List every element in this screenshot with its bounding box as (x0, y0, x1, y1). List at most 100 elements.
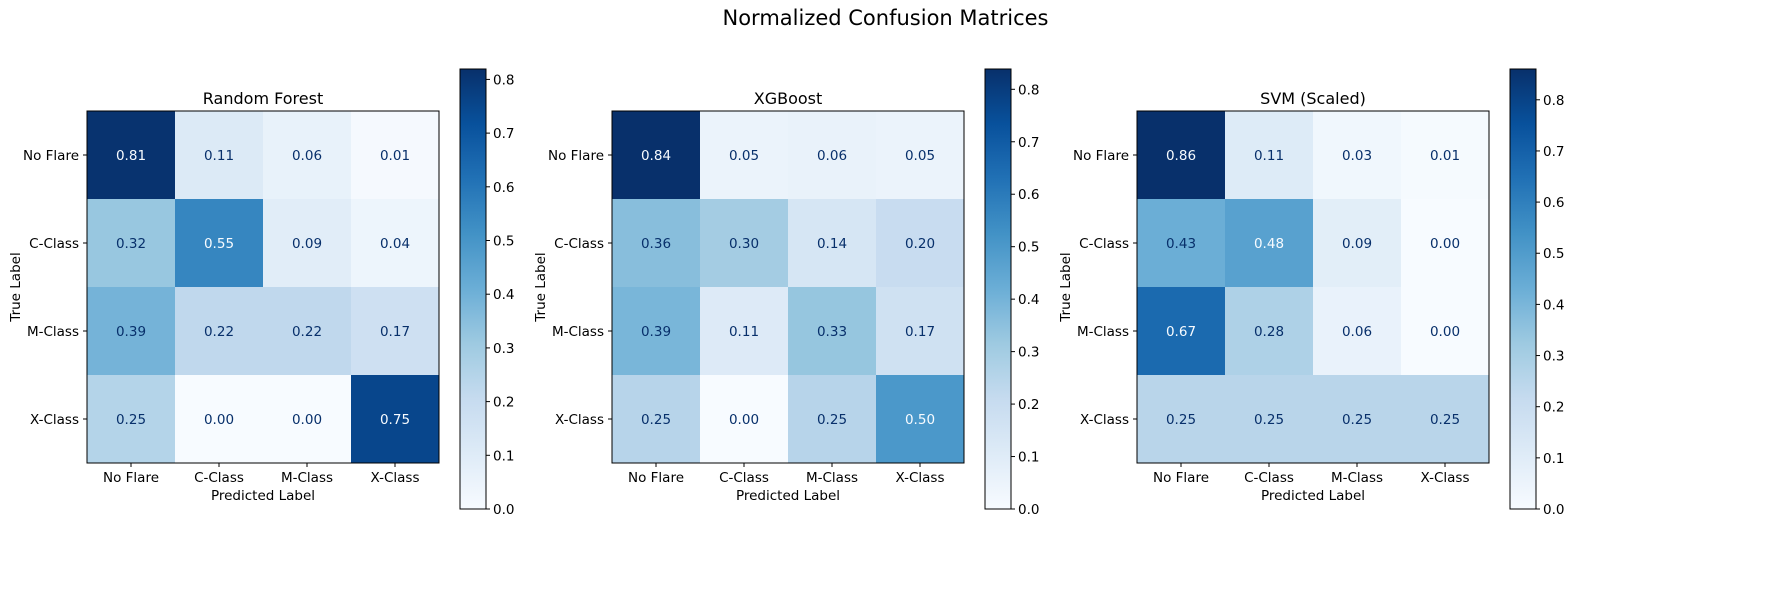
cell-value-label: 0.00 (1430, 236, 1460, 252)
panel-title: SVM (Scaled) (1260, 89, 1366, 108)
heatmap-cell (1313, 111, 1402, 200)
cell-value-label: 0.04 (380, 236, 410, 252)
heatmap-cell (788, 199, 877, 288)
cell-value-label: 0.25 (1430, 412, 1460, 428)
heatmap-cell (876, 111, 965, 200)
cell-value-label: 0.39 (641, 324, 671, 340)
cell-value-label: 0.09 (292, 236, 322, 252)
cell-value-label: 0.00 (204, 412, 234, 428)
colorbar-tick-label: 0.4 (493, 287, 514, 303)
heatmap-cell (612, 111, 701, 200)
heatmap-cell (788, 111, 877, 200)
y-tick-label: C-Class (29, 236, 79, 252)
cell-value-label: 0.81 (116, 148, 146, 164)
y-tick-label: X-Class (555, 412, 604, 428)
colorbar-frame (984, 68, 1012, 510)
heatmap-cell (788, 375, 877, 464)
colorbar-tick-label: 0.6 (1543, 195, 1564, 211)
cell-value-label: 0.17 (380, 324, 410, 340)
colorbar-frame (459, 68, 487, 510)
cell-value-label: 0.50 (905, 412, 935, 428)
x-tick-label: C-Class (719, 470, 769, 486)
cell-value-label: 0.25 (1342, 412, 1372, 428)
colorbar-tick-label: 0.3 (1543, 349, 1564, 365)
confusion-matrix-panel: SVM (Scaled) 0.86 0.11 0.03 0.01 0.43 0.48 0.09… (1058, 68, 1564, 518)
cell-value-label: 0.01 (1430, 148, 1460, 164)
cell-value-label: 0.75 (380, 412, 410, 428)
matrix-frame (611, 110, 965, 464)
heatmap-cell (700, 287, 789, 376)
heatmap-cell (876, 375, 965, 464)
heatmap-cell (175, 199, 264, 288)
heatmap-cell (1225, 375, 1314, 464)
colorbar (460, 69, 486, 509)
x-tick-label: M-Class (806, 470, 858, 486)
cell-value-label: 0.06 (817, 148, 847, 164)
cell-value-label: 0.05 (905, 148, 935, 164)
colorbar-tick-label: 0.5 (1543, 246, 1564, 262)
colorbar-tick-label: 0.2 (493, 395, 514, 411)
heatmap-cell (700, 111, 789, 200)
colorbar-tick-label: 0.7 (1543, 144, 1564, 160)
heatmap-cell (1137, 199, 1226, 288)
heatmap-cell (175, 375, 264, 464)
x-tick-label: No Flare (103, 470, 159, 486)
heatmap-cell (351, 375, 440, 464)
heatmap-cell (788, 287, 877, 376)
heatmap-cell (87, 287, 176, 376)
heatmap-cell (1401, 375, 1490, 464)
heatmap-cell (1313, 287, 1402, 376)
heatmap-cell (87, 111, 176, 200)
heatmap-cell (1313, 199, 1402, 288)
cell-value-label: 0.25 (1254, 412, 1284, 428)
colorbar (985, 69, 1011, 509)
colorbar-tick-label: 0.6 (493, 180, 514, 196)
panel-title: Random Forest (203, 89, 323, 108)
cell-value-label: 0.48 (1254, 236, 1284, 252)
y-axis-label: True Label (533, 252, 549, 322)
matrix-frame (1136, 110, 1490, 464)
y-tick-label: No Flare (1073, 148, 1129, 164)
heatmap-cell (1401, 199, 1490, 288)
cell-value-label: 0.00 (292, 412, 322, 428)
cell-value-label: 0.06 (1342, 324, 1372, 340)
y-axis-label: True Label (8, 252, 24, 322)
cell-value-label: 0.03 (1342, 148, 1372, 164)
cell-value-label: 0.32 (116, 236, 146, 252)
heatmap-cell (612, 375, 701, 464)
colorbar-tick-label: 0.7 (493, 126, 514, 142)
cell-value-label: 0.28 (1254, 324, 1284, 340)
heatmap-cell (1313, 375, 1402, 464)
cell-value-label: 0.55 (204, 236, 234, 252)
colorbar-tick-label: 0.6 (1018, 187, 1039, 203)
y-tick-label: M-Class (27, 324, 79, 340)
heatmap-cell (263, 375, 352, 464)
x-axis-label: Predicted Label (211, 488, 315, 504)
cell-value-label: 0.22 (292, 324, 322, 340)
y-tick-label: M-Class (552, 324, 604, 340)
cell-value-label: 0.36 (641, 236, 671, 252)
x-axis-label: Predicted Label (736, 488, 840, 504)
y-tick-label: C-Class (554, 236, 604, 252)
heatmap-cell (1225, 199, 1314, 288)
heatmap-cell (175, 111, 264, 200)
colorbar-tick-label: 0.0 (493, 502, 514, 518)
x-tick-label: M-Class (1331, 470, 1383, 486)
cell-value-label: 0.14 (817, 236, 847, 252)
colorbar-tick-label: 0.7 (1018, 135, 1039, 151)
x-tick-label: No Flare (628, 470, 684, 486)
heatmap-cell (263, 199, 352, 288)
heatmap-cell (87, 199, 176, 288)
cell-value-label: 0.30 (729, 236, 759, 252)
y-axis-label: True Label (1058, 252, 1074, 322)
cell-value-label: 0.11 (204, 148, 234, 164)
y-tick-label: No Flare (23, 148, 79, 164)
cell-value-label: 0.20 (905, 236, 935, 252)
colorbar-tick-label: 0.8 (493, 72, 514, 88)
x-tick-label: X-Class (371, 470, 420, 486)
heatmap-cell (351, 111, 440, 200)
y-tick-label: No Flare (548, 148, 604, 164)
heatmap-cell (876, 287, 965, 376)
cell-value-label: 0.84 (641, 148, 671, 164)
